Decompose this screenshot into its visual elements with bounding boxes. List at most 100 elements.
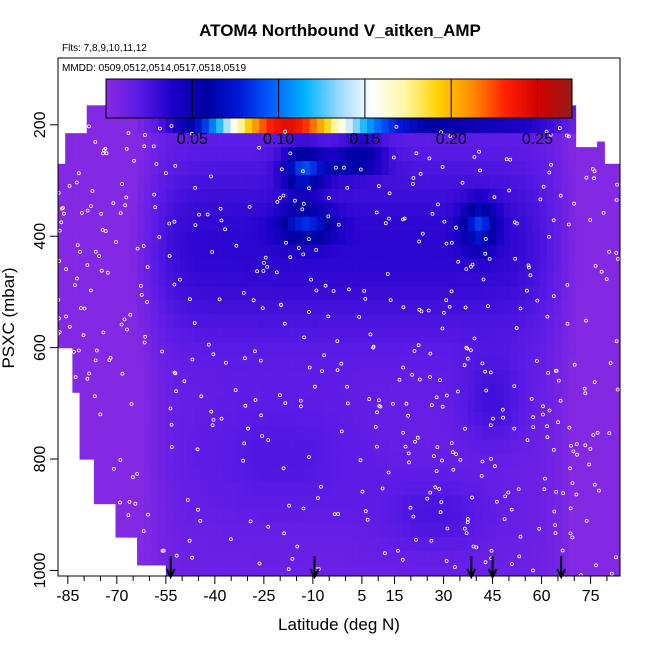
heatmap-cell bbox=[575, 202, 584, 218]
heatmap-cell bbox=[129, 188, 138, 204]
heatmap-cell bbox=[323, 286, 332, 301]
heatmap-cell bbox=[489, 369, 498, 385]
heatmap-cell bbox=[151, 397, 160, 413]
heatmap-cell bbox=[518, 495, 526, 510]
heatmap-cell bbox=[79, 342, 88, 357]
sample-point bbox=[407, 460, 411, 465]
heatmap-cell bbox=[144, 411, 153, 427]
heatmap-cell bbox=[173, 342, 181, 357]
heatmap-cell bbox=[359, 453, 368, 468]
heatmap-cell bbox=[158, 202, 167, 218]
heatmap-cell bbox=[467, 523, 476, 538]
heatmap-cell bbox=[137, 119, 145, 134]
heatmap-cell bbox=[101, 481, 109, 496]
sample-point bbox=[433, 485, 438, 490]
heatmap-cell bbox=[295, 174, 304, 190]
heatmap-cell bbox=[295, 397, 304, 413]
heatmap-cell bbox=[518, 564, 526, 576]
heatmap-cell bbox=[532, 564, 541, 576]
sample-point bbox=[452, 565, 457, 569]
plot-frame bbox=[57, 57, 621, 577]
heatmap-cell bbox=[302, 119, 311, 134]
heatmap-cell bbox=[273, 258, 282, 274]
heatmap-cell bbox=[554, 314, 562, 329]
heatmap-cell bbox=[410, 244, 419, 260]
heatmap-cell bbox=[58, 188, 66, 204]
heatmap-cell bbox=[489, 537, 498, 552]
sample-point bbox=[517, 554, 522, 559]
heatmap-cell bbox=[72, 286, 81, 301]
heatmap-cell bbox=[597, 286, 605, 301]
heatmap-cell bbox=[338, 258, 347, 274]
heatmap-cell bbox=[518, 397, 526, 413]
heatmap-cell bbox=[201, 244, 210, 260]
heatmap-cell bbox=[395, 286, 404, 301]
heatmap-cell bbox=[115, 272, 124, 287]
heatmap-cell bbox=[244, 495, 253, 510]
heatmap-cell bbox=[352, 188, 361, 204]
heatmap-cell bbox=[438, 202, 447, 218]
heatmap-cell bbox=[280, 425, 289, 441]
heatmap-cell bbox=[532, 453, 541, 468]
heatmap-cell bbox=[122, 481, 131, 496]
heatmap-cell bbox=[323, 453, 332, 468]
sample-point bbox=[103, 229, 108, 234]
heatmap-cell bbox=[208, 147, 217, 162]
heatmap-cell bbox=[568, 411, 577, 427]
heatmap-cell bbox=[597, 369, 605, 385]
heatmap-cell bbox=[546, 119, 555, 134]
sample-point bbox=[168, 406, 173, 411]
sample-point bbox=[174, 389, 179, 394]
heatmap-cell bbox=[230, 147, 239, 162]
sample-point bbox=[185, 498, 190, 502]
heatmap-cell bbox=[496, 342, 505, 357]
sample-point bbox=[450, 450, 455, 455]
heatmap-cell bbox=[115, 425, 124, 441]
heatmap-cell bbox=[338, 328, 347, 343]
heatmap-cell bbox=[151, 258, 160, 274]
heatmap-cell bbox=[589, 550, 598, 566]
heatmap-cell bbox=[101, 244, 109, 260]
heatmap-cell bbox=[93, 272, 102, 287]
heatmap-cell bbox=[367, 119, 375, 134]
heatmap-cell bbox=[194, 286, 203, 301]
sample-point bbox=[145, 265, 150, 269]
heatmap-cell bbox=[460, 286, 469, 301]
heatmap-cell bbox=[575, 411, 584, 427]
heatmap-cell bbox=[280, 509, 289, 524]
sample-point bbox=[412, 349, 417, 353]
heatmap-cell bbox=[546, 564, 555, 576]
heatmap-cell bbox=[72, 161, 81, 176]
heatmap-cell bbox=[331, 467, 339, 482]
sample-point bbox=[97, 254, 101, 258]
sample-point bbox=[288, 151, 293, 156]
heatmap-cell bbox=[510, 202, 519, 218]
sample-point bbox=[415, 435, 420, 440]
heatmap-cell bbox=[453, 286, 462, 301]
heatmap-cell bbox=[561, 537, 569, 552]
heatmap-cell bbox=[467, 328, 476, 343]
heatmap-cell bbox=[345, 300, 354, 315]
heatmap-cell bbox=[208, 119, 217, 134]
heatmap-cell bbox=[496, 147, 505, 162]
heatmap-cell bbox=[316, 216, 325, 232]
heatmap-cell bbox=[316, 523, 325, 538]
heatmap-cell bbox=[546, 383, 555, 399]
heatmap-cell bbox=[446, 495, 454, 510]
heatmap-cell bbox=[525, 495, 534, 510]
heatmap-cell bbox=[338, 300, 347, 315]
heatmap-cell bbox=[589, 564, 598, 576]
heatmap-cell bbox=[331, 411, 339, 427]
sample-point bbox=[502, 517, 507, 521]
heatmap-cell bbox=[187, 188, 196, 204]
heatmap-cell bbox=[431, 300, 440, 315]
sample-point bbox=[608, 361, 613, 366]
heatmap-cell bbox=[618, 314, 620, 329]
heatmap-cell bbox=[518, 523, 526, 538]
heatmap-cell bbox=[266, 174, 275, 190]
heatmap-cell bbox=[237, 425, 246, 441]
heatmap-field bbox=[58, 105, 620, 576]
heatmap-cell bbox=[446, 411, 454, 427]
heatmap-cell bbox=[79, 355, 88, 371]
heatmap-cell bbox=[582, 439, 591, 455]
